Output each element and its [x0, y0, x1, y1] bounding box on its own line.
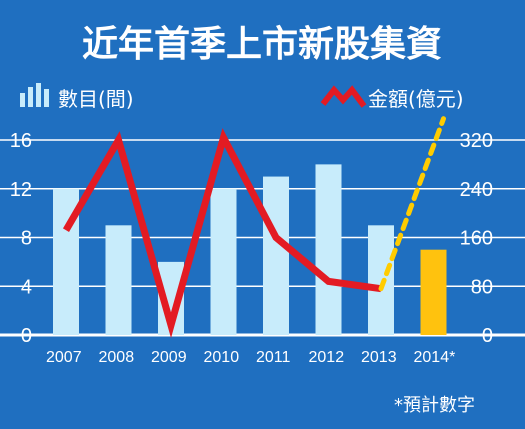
legend-amount: 金額(億元)	[320, 85, 464, 111]
bar	[210, 188, 237, 335]
left-tick-label: 8	[21, 228, 32, 250]
x-tick-label: 2008	[99, 349, 135, 366]
right-tick-label: 320	[460, 130, 493, 152]
left-tick-label: 16	[10, 130, 32, 152]
left-tick-label: 4	[21, 276, 32, 298]
projection-dashed-line	[378, 116, 446, 292]
x-tick-label: 2013	[361, 349, 397, 366]
legend-amount-label: 金額(億元)	[368, 87, 464, 111]
bar-chart-icon	[20, 83, 49, 107]
line-series	[62, 116, 446, 339]
bar	[315, 164, 342, 335]
right-tick-label: 160	[460, 228, 493, 250]
left-tick-label: 0	[21, 325, 32, 347]
legend-count: 數目(間)	[20, 83, 134, 111]
projection-note: *預計數字	[394, 395, 475, 416]
right-axis-ticks: 320 240 160 80 0	[460, 130, 493, 347]
x-tick-label: 2012	[309, 349, 345, 366]
zigzag-line-icon	[320, 85, 367, 108]
line-series-path	[62, 128, 382, 339]
bar	[105, 225, 132, 335]
legend-count-label: 數目(間)	[58, 87, 134, 111]
x-tick-label: 2010	[204, 349, 240, 366]
chart-title: 近年首季上市新股集資	[82, 24, 442, 65]
right-tick-label: 80	[471, 276, 493, 298]
x-tick-label: 2009	[151, 349, 187, 366]
bar	[368, 225, 394, 335]
x-tick-label: 2011	[256, 349, 291, 366]
left-axis-ticks: 16 12 8 4 0	[10, 130, 32, 347]
bar	[263, 176, 289, 335]
x-axis-ticks: 2007 2008 2009 2010 2011 2012 2013 2014*	[46, 349, 455, 366]
left-tick-label: 12	[10, 179, 32, 201]
x-tick-label: 2007	[46, 349, 82, 366]
right-tick-label: 0	[482, 325, 493, 347]
right-tick-label: 240	[460, 179, 493, 201]
bar	[420, 249, 447, 335]
x-tick-label: 2014*	[414, 349, 456, 366]
